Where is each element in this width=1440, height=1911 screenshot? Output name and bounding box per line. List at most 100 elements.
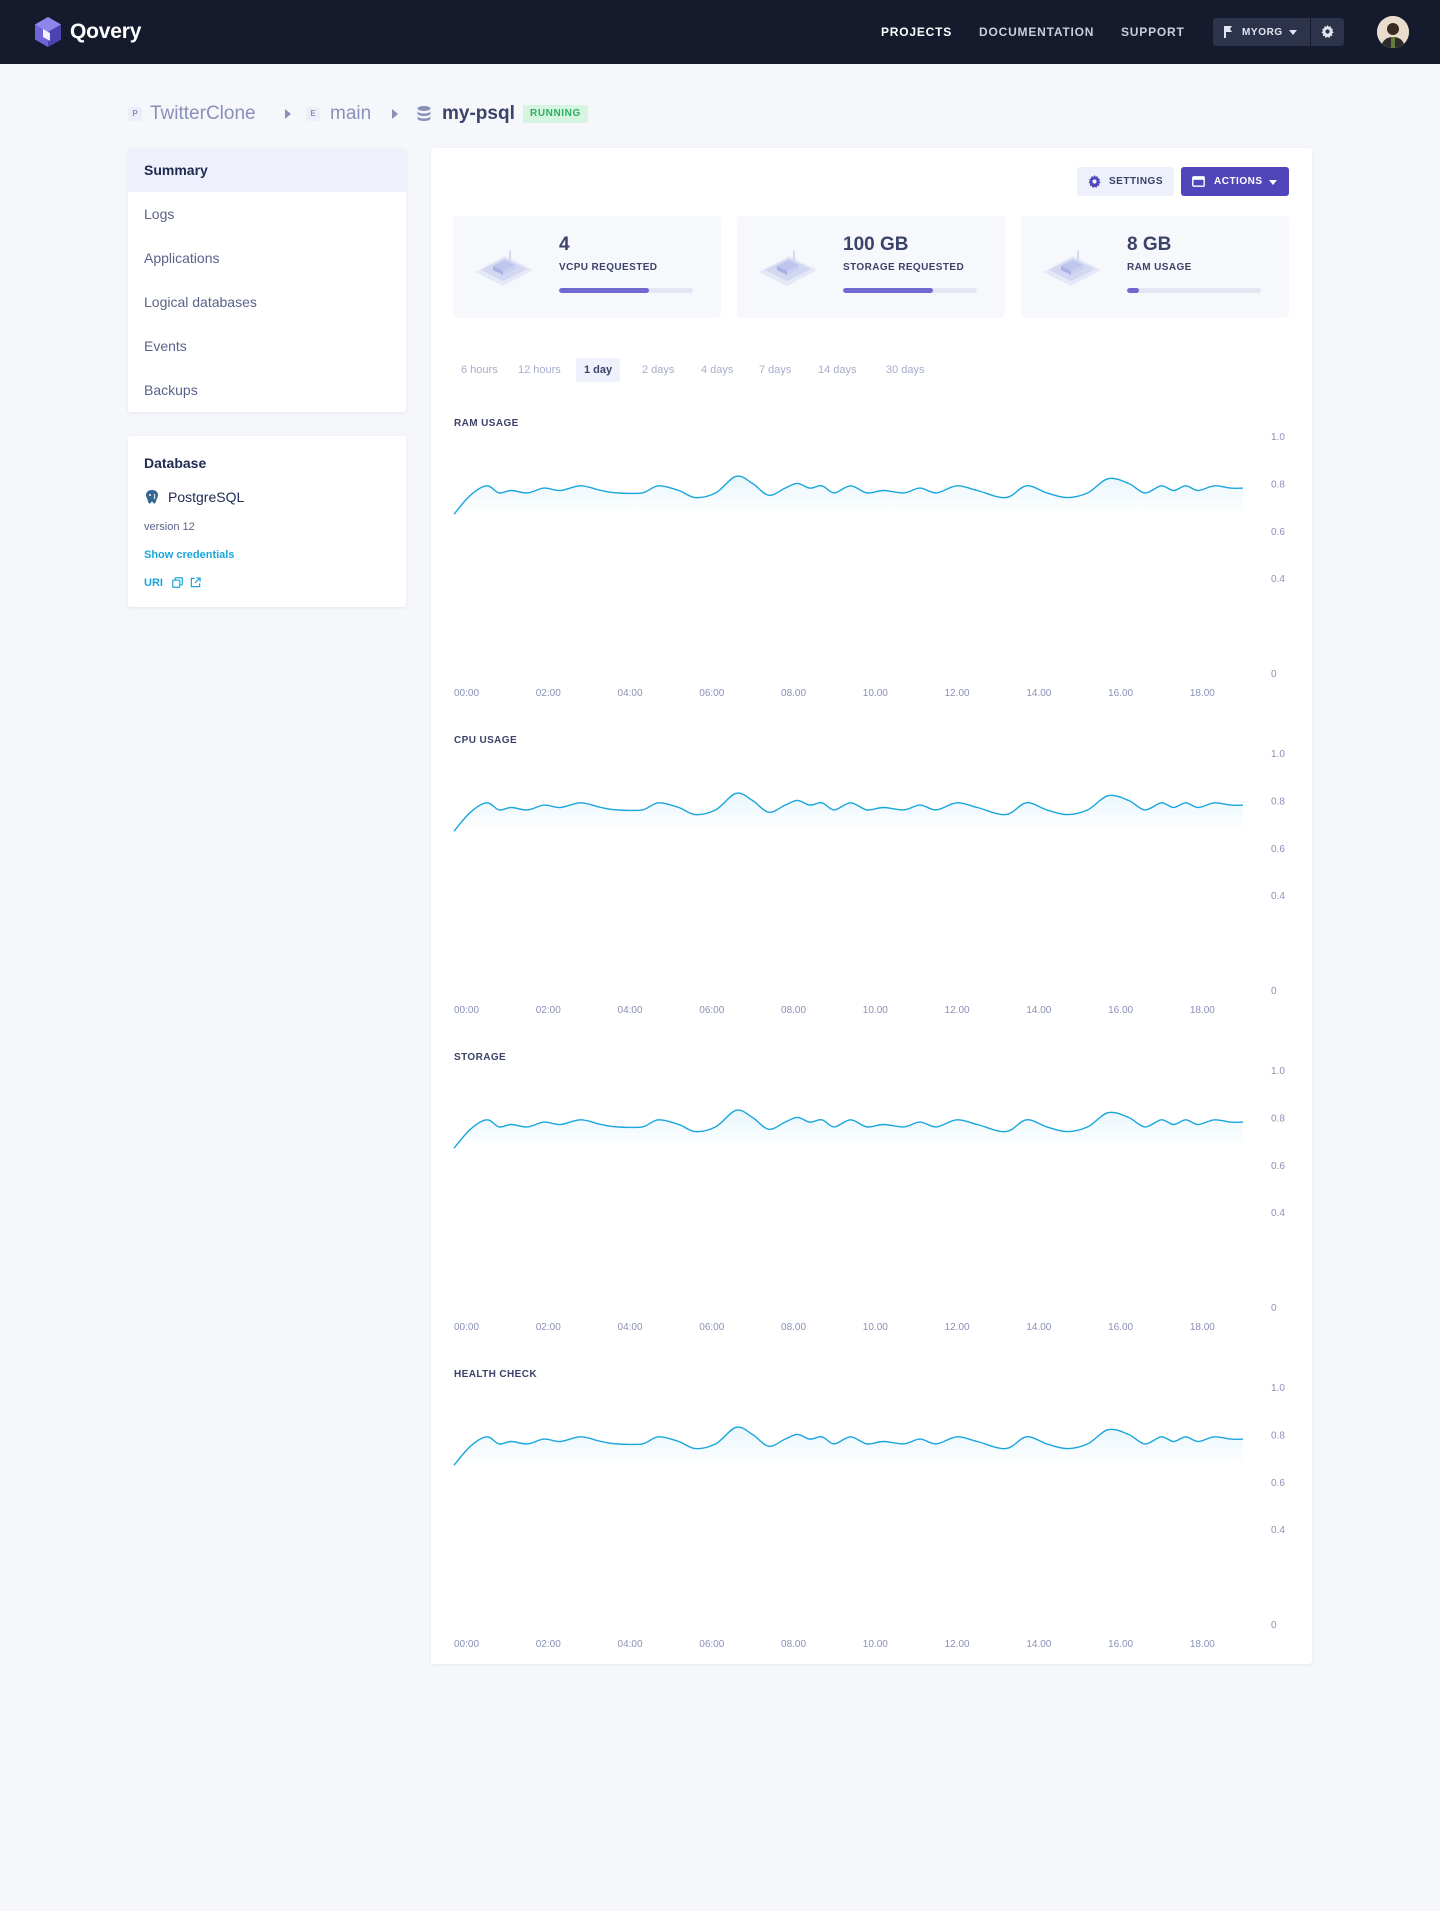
qovery-logo[interactable]: Qovery bbox=[34, 16, 141, 48]
nav-support[interactable]: SUPPORT bbox=[1121, 25, 1185, 39]
y-tick-label: 1.0 bbox=[1271, 432, 1285, 443]
x-tick-label: 14.00 bbox=[1026, 1005, 1051, 1016]
line-chart: 1.0 0.8 0.6 0.4 0 00:00 02:00 04:00 06:00 08.00 10… bbox=[453, 1383, 1285, 1650]
user-avatar[interactable] bbox=[1377, 16, 1409, 48]
breadcrumb-environment[interactable]: main bbox=[330, 103, 372, 124]
chart-title: CPU USAGE bbox=[454, 735, 518, 746]
org-flag-icon bbox=[1224, 26, 1232, 38]
x-tick-label: 10.00 bbox=[863, 1639, 888, 1650]
server-illustration-icon bbox=[759, 251, 817, 286]
status-badge: RUNNING bbox=[523, 105, 588, 123]
x-tick-label: 00:00 bbox=[454, 688, 479, 699]
actions-button[interactable]: ACTIONS bbox=[1181, 167, 1289, 196]
y-tick-label: 0.6 bbox=[1271, 1478, 1285, 1489]
sidebar-item-applications[interactable]: Applications bbox=[144, 250, 220, 266]
stat-progress-fill bbox=[843, 288, 933, 293]
range-14-days[interactable]: 14 days bbox=[818, 364, 857, 376]
x-tick-label: 10.00 bbox=[863, 1005, 888, 1016]
x-tick-label: 02:00 bbox=[536, 1322, 561, 1333]
x-tick-label: 16.00 bbox=[1108, 1005, 1133, 1016]
x-tick-label: 16.00 bbox=[1108, 688, 1133, 699]
y-tick-label: 0 bbox=[1271, 1303, 1277, 1314]
x-tick-label: 08.00 bbox=[781, 688, 806, 699]
sidebar-item-summary[interactable]: Summary bbox=[128, 148, 406, 192]
sidebar-item-backups[interactable]: Backups bbox=[144, 382, 198, 398]
chart-health-check: HEALTH CHECK 1.0 0.8 0.6 0.4 0 00:00 02:00 04:0… bbox=[431, 1369, 1312, 1659]
chart-storage: STORAGE 1.0 0.8 0.6 0.4 0 00:00 02:00 04:00 06:0… bbox=[431, 1052, 1312, 1342]
settings-button[interactable]: SETTINGS bbox=[1077, 167, 1174, 196]
x-tick-label: 12.00 bbox=[945, 688, 970, 699]
gear-icon bbox=[1088, 175, 1101, 188]
x-tick-label: 12.00 bbox=[945, 1639, 970, 1650]
x-tick-label: 10.00 bbox=[863, 1322, 888, 1333]
external-link-icon[interactable] bbox=[190, 577, 201, 588]
x-tick-label: 12.00 bbox=[945, 1005, 970, 1016]
x-tick-label: 06:00 bbox=[699, 1639, 724, 1650]
chart-area-fill bbox=[454, 793, 1243, 832]
chart-title: STORAGE bbox=[454, 1052, 507, 1063]
x-tick-label: 08.00 bbox=[781, 1639, 806, 1650]
sidebar-item-logs[interactable]: Logs bbox=[144, 206, 175, 222]
stat-progress-bar bbox=[559, 288, 693, 293]
organization-switcher[interactable]: MYORG bbox=[1213, 18, 1344, 46]
nav-documentation[interactable]: DOCUMENTATION bbox=[979, 25, 1095, 39]
sidebar-menu: Summary Logs Applications Logical databa… bbox=[128, 148, 406, 412]
main-panel: SETTINGS ACTIONS 4 VCPU REQUESTED bbox=[431, 148, 1312, 1664]
y-tick-label: 0.4 bbox=[1271, 574, 1285, 585]
x-tick-label: 06:00 bbox=[699, 688, 724, 699]
stat-label: VCPU REQUESTED bbox=[559, 262, 658, 273]
y-tick-label: 0.6 bbox=[1271, 844, 1285, 855]
sidebar-item-logical-databases[interactable]: Logical databases bbox=[144, 294, 257, 310]
x-tick-label: 00:00 bbox=[454, 1322, 479, 1333]
stat-value: 4 bbox=[559, 234, 570, 255]
range-2-days[interactable]: 2 days bbox=[642, 364, 675, 376]
y-tick-label: 0.8 bbox=[1271, 1113, 1285, 1124]
range-1-day[interactable]: 1 day bbox=[576, 358, 621, 382]
x-tick-label: 08.00 bbox=[781, 1005, 806, 1016]
x-tick-label: 10.00 bbox=[863, 688, 888, 699]
org-settings-gear-icon[interactable] bbox=[1321, 25, 1334, 38]
x-tick-label: 02:00 bbox=[536, 688, 561, 699]
x-tick-label: 18.00 bbox=[1190, 1005, 1215, 1016]
sidebar-item-events[interactable]: Events bbox=[144, 338, 187, 354]
uri-label: URI bbox=[144, 577, 163, 589]
stat-value: 100 GB bbox=[843, 234, 909, 255]
range-7-days[interactable]: 7 days bbox=[759, 364, 792, 376]
chart-area-fill bbox=[454, 1427, 1243, 1466]
database-version: version 12 bbox=[144, 521, 195, 533]
y-tick-label: 0.4 bbox=[1271, 1525, 1285, 1536]
qovery-cube-icon bbox=[35, 17, 61, 47]
breadcrumb-project[interactable]: TwitterClone bbox=[150, 103, 256, 124]
nav-projects[interactable]: PROJECTS bbox=[881, 25, 953, 39]
y-tick-label: 0.8 bbox=[1271, 479, 1285, 490]
range-4-days[interactable]: 4 days bbox=[701, 364, 734, 376]
range-30-days[interactable]: 30 days bbox=[886, 364, 925, 376]
range-12-hours[interactable]: 12 hours bbox=[518, 364, 561, 376]
brand-name: Qovery bbox=[70, 20, 142, 43]
y-tick-label: 0 bbox=[1271, 669, 1277, 680]
y-tick-label: 0.6 bbox=[1271, 527, 1285, 538]
y-tick-label: 1.0 bbox=[1271, 749, 1285, 760]
chart-series-line bbox=[453, 792, 1244, 832]
x-tick-label: 18.00 bbox=[1190, 1639, 1215, 1650]
x-tick-label: 14.00 bbox=[1026, 1322, 1051, 1333]
breadcrumb-chevron-icon bbox=[392, 109, 398, 119]
x-tick-label: 16.00 bbox=[1108, 1639, 1133, 1650]
database-card-title: Database bbox=[144, 455, 207, 471]
breadcrumb-database: my-psql bbox=[442, 103, 515, 124]
range-6-hours[interactable]: 6 hours bbox=[461, 364, 498, 376]
y-tick-label: 0 bbox=[1271, 986, 1277, 997]
y-tick-label: 0.4 bbox=[1271, 891, 1285, 902]
server-illustration-icon bbox=[1043, 251, 1101, 286]
x-tick-label: 14.00 bbox=[1026, 688, 1051, 699]
breadcrumb-chevron-icon bbox=[285, 109, 291, 119]
stat-label: RAM USAGE bbox=[1127, 262, 1192, 273]
copy-icon[interactable] bbox=[172, 577, 183, 588]
stat-card-ram: 8 GB RAM USAGE bbox=[1021, 216, 1289, 318]
stat-progress-fill bbox=[559, 288, 649, 293]
y-tick-label: 0.6 bbox=[1271, 1161, 1285, 1172]
show-credentials-link[interactable]: Show credentials bbox=[144, 549, 235, 561]
window-icon bbox=[1192, 176, 1205, 187]
x-tick-label: 04:00 bbox=[618, 1005, 643, 1016]
x-tick-label: 16.00 bbox=[1108, 1322, 1133, 1333]
